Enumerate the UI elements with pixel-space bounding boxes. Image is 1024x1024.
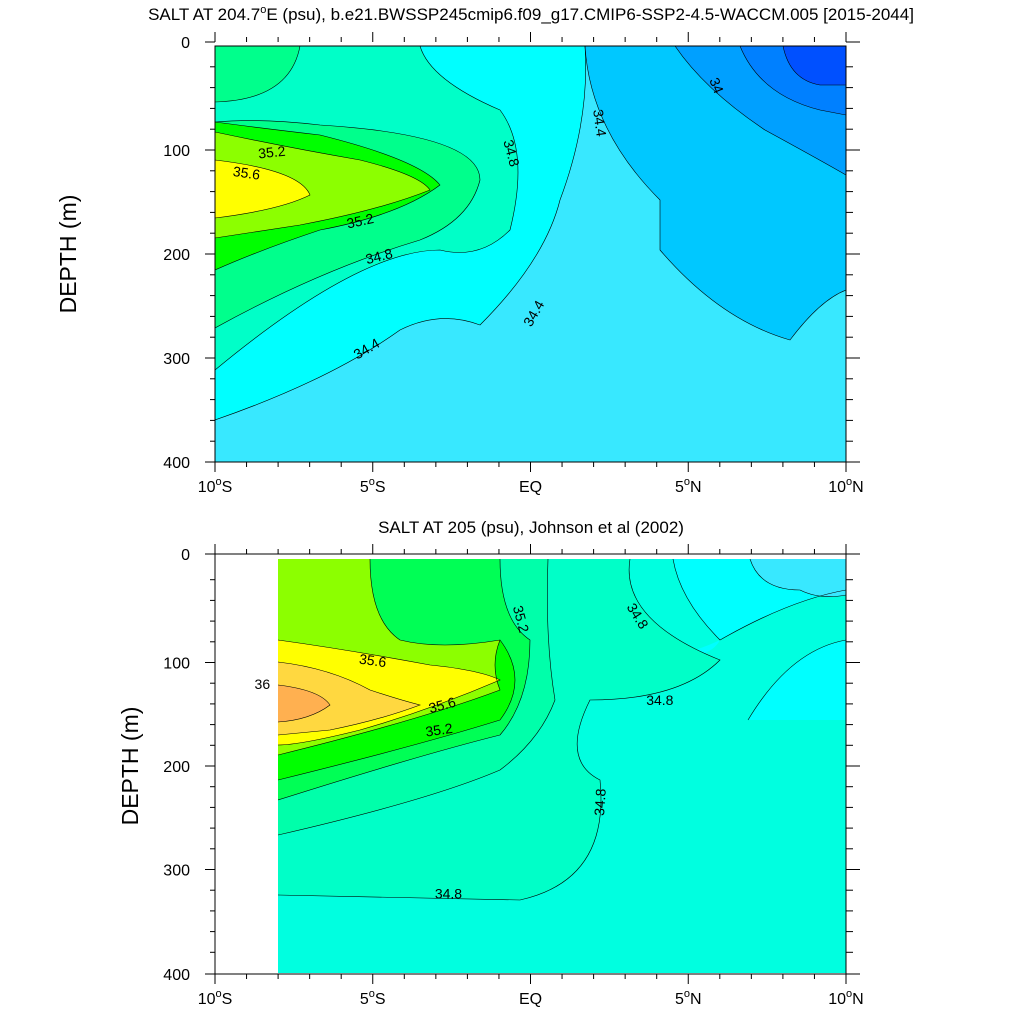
bottom-x-tick-label: EQ (519, 991, 542, 1008)
top-y-tick-label: 400 (163, 455, 190, 472)
top-x-tick-label: 5oN (675, 476, 702, 496)
bottom-contour-label: 36 (255, 676, 271, 692)
bottom-contour-label: 34.8 (435, 885, 462, 901)
bottom-x-tick-label: 10oS (198, 988, 233, 1008)
bottom-contour-label: 34.8 (591, 788, 609, 817)
top-x-tick-label: 10oN (828, 476, 863, 496)
bottom-fill-34.2 (750, 559, 846, 597)
bottom-panel: SALT AT 205 (psu), Johnson et al (2002) … (117, 518, 864, 1008)
bottom-x-tick-label: 5oN (675, 988, 702, 1008)
bottom-y-tick-label: 400 (163, 967, 190, 984)
top-contour-lines (215, 46, 846, 421)
bottom-y-tick-label: 200 (163, 759, 190, 776)
top-fill-35.4 (215, 132, 430, 238)
top-contour-label: 34 (706, 75, 727, 96)
top-contour-label: 34.4 (590, 108, 610, 137)
top-y-tick-label: 200 (163, 247, 190, 264)
top-y-tick-label: 300 (163, 351, 190, 368)
bottom-y-tick-label: 300 (163, 863, 190, 880)
top-y-tick-label: 100 (163, 143, 190, 160)
bottom-x-tick-label: 10oN (828, 988, 863, 1008)
top-contour-label: 35.2 (345, 210, 375, 231)
top-y-axis-label: DEPTH (m) (55, 195, 81, 314)
bottom-contour-label: 35.2 (424, 720, 453, 740)
top-contour-label: 34.8 (500, 138, 523, 169)
bottom-y-tick-label: 0 (181, 547, 190, 564)
top-contour-fills (215, 46, 846, 462)
top-x-tick-label: 10oS (198, 476, 233, 496)
top-panel: SALT AT 204.7oE (psu), b.e21.BWSSP245cmi… (55, 4, 914, 496)
bottom-y-axis-label: DEPTH (m) (117, 707, 143, 826)
bottom-fill-34.4b (748, 640, 846, 720)
bottom-y-tick-label: 100 (163, 656, 190, 673)
top-x-tick-label: EQ (519, 479, 542, 496)
bottom-contour-label: 34.8 (646, 692, 673, 708)
bottom-x-tick-label: 5oS (360, 988, 386, 1008)
top-contour-label: 35.6 (232, 163, 261, 183)
top-contour-label: 35.2 (257, 143, 286, 162)
top-y-tick-label: 0 (181, 35, 190, 52)
top-fill-35.6 (215, 160, 310, 218)
top-panel-title: SALT AT 204.7oE (psu), b.e21.BWSSP245cmi… (148, 4, 914, 24)
top-x-tick-label: 5oS (360, 476, 386, 496)
top-axis-ticks: 0 100 200 300 400 10oS 5oS EQ 5oN 10oN (163, 32, 864, 496)
bottom-contour-label: 35.6 (427, 694, 458, 717)
bottom-contour-lines (278, 559, 846, 901)
top-contour-label: 34.8 (364, 245, 395, 267)
bottom-contour-label: 35.6 (358, 651, 387, 671)
bottom-panel-title: SALT AT 205 (psu), Johnson et al (2002) (378, 518, 684, 537)
bottom-contour-label: 35.2 (510, 604, 533, 635)
bottom-contour-fills (278, 559, 846, 973)
bottom-axis-ticks: 0 100 200 300 400 10oS 5oS EQ 5oN 10oN (163, 544, 864, 1008)
